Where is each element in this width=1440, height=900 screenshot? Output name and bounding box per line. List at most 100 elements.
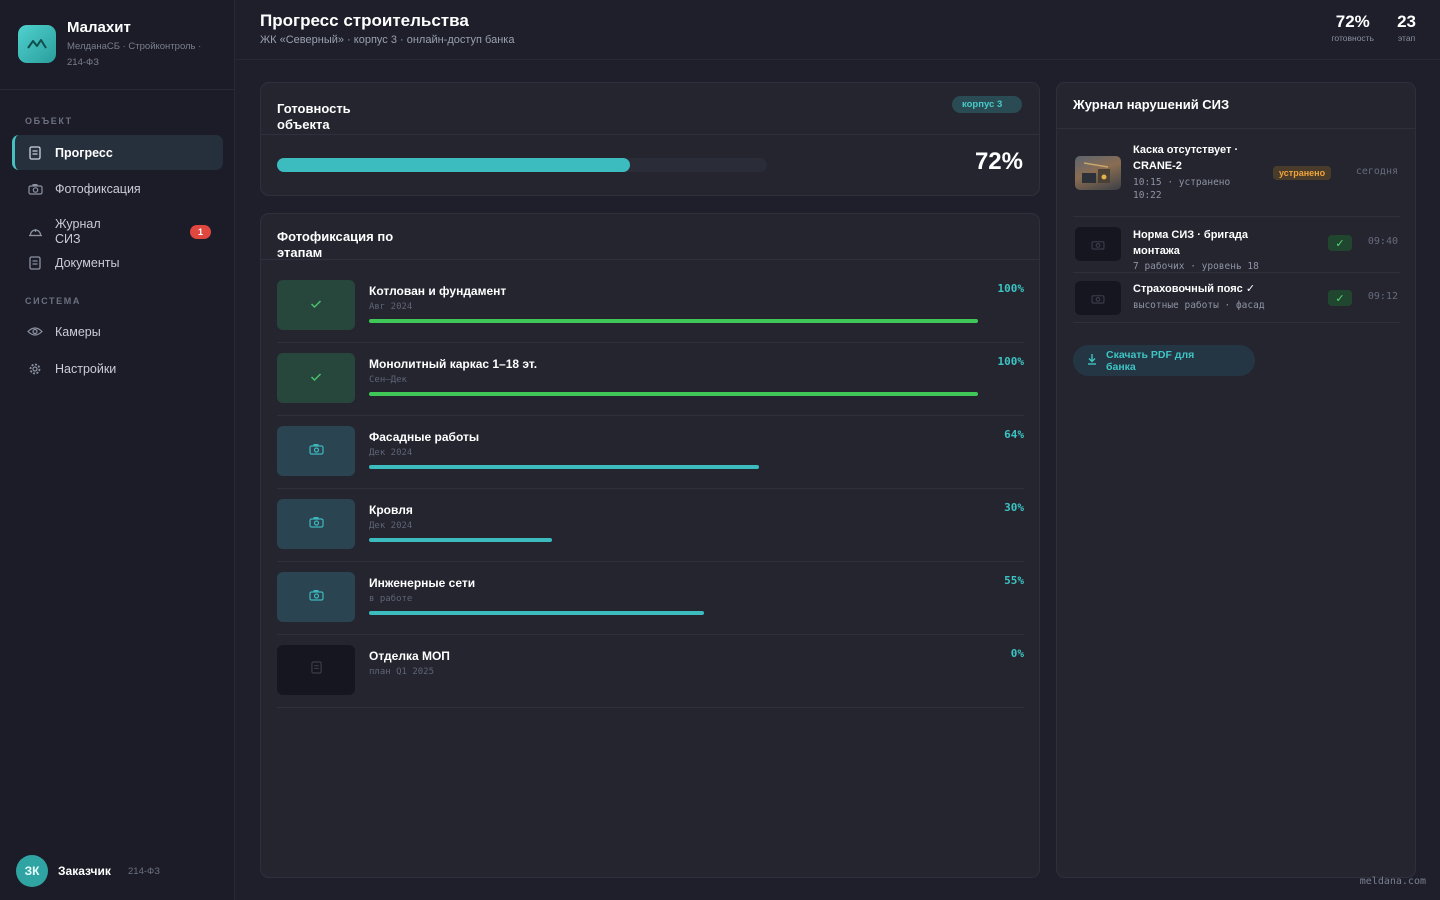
camera-icon	[308, 515, 324, 533]
stage-thumbnail	[277, 426, 355, 476]
stage-name: Инженерные сети	[369, 576, 476, 590]
stage-row[interactable]: Инженерные сети в работе 55%	[277, 562, 1024, 635]
stage-thumbnail	[277, 572, 355, 622]
sidebar-item-label: Прогресс	[55, 145, 113, 160]
stage-row[interactable]: Кровля Дек 2024 30%	[277, 489, 1024, 562]
stage-progress-fill	[369, 465, 759, 469]
document-icon	[27, 255, 43, 271]
stage-meta: Дек 2024	[369, 448, 413, 458]
stage-row[interactable]: Отделка МОП план Q1 2025 0%	[277, 635, 1024, 708]
readiness-progress-bar	[277, 158, 767, 172]
brand-subtitle: МелданаСБ · Стройконтроль · 214-ФЗ	[67, 41, 202, 68]
download-pdf-label: Скачать PDF для банка	[1106, 348, 1195, 373]
footer-watermark: meldana.com	[1359, 876, 1426, 887]
sidebar-item-settings[interactable]: Настройки	[12, 351, 223, 386]
sidebar-item-cameras[interactable]: Камеры	[12, 314, 223, 349]
sidebar-item-ppe-log[interactable]: Журнал СИЗ 1	[12, 214, 223, 249]
stage-name: Отделка МОП	[369, 649, 450, 663]
stat-value: 23	[1397, 12, 1416, 31]
stage-row[interactable]: Монолитный каркас 1–18 эт. Сен–Дек 100%	[277, 343, 1024, 416]
brand-name: Малахит	[67, 19, 131, 36]
stage-progress-bar	[369, 538, 978, 542]
user-name: Заказчик	[58, 864, 111, 878]
page-subtitle: ЖК «Северный» · корпус 3 · онлайн-доступ…	[260, 34, 515, 46]
eye-icon	[27, 324, 43, 340]
violation-time: 09:40	[1367, 236, 1398, 247]
stage-name: Монолитный каркас 1–18 эт.	[369, 357, 538, 371]
violation-meta: 7 рабочих · уровень 18	[1133, 261, 1259, 272]
stage-thumbnail	[277, 499, 355, 549]
violation-time: 09:12	[1367, 291, 1398, 302]
violation-meta: высотные работы · фасад	[1133, 300, 1265, 311]
violation-meta: 10:15 · устранено 10:22	[1133, 177, 1231, 201]
stage-percent: 55%	[1004, 574, 1024, 587]
sidebar-item-label: Камеры	[55, 324, 101, 339]
stage-meta: Сен–Дек	[369, 375, 407, 385]
building-chip[interactable]: корпус 3	[952, 96, 1022, 113]
violation-item[interactable]: Страховочный пояс ✓ высотные работы · фа…	[1073, 273, 1400, 323]
stage-row[interactable]: Котлован и фундамент Авг 2024 100%	[277, 270, 1024, 343]
camera-icon	[1075, 227, 1121, 261]
stage-percent: 0%	[1010, 647, 1024, 660]
camera-icon	[1075, 281, 1121, 315]
stage-thumbnail	[277, 280, 355, 330]
download-icon	[1087, 352, 1097, 370]
card-divider	[1057, 128, 1415, 129]
check-icon	[310, 369, 322, 387]
avatar: ЗК	[16, 855, 48, 887]
sidebar-item-label: Журнал СИЗ	[55, 216, 101, 246]
card-title: Фотофиксация по этапам	[277, 229, 394, 260]
download-pdf-button[interactable]: Скачать PDF для банка	[1073, 345, 1255, 376]
check-icon: ✓	[1328, 290, 1352, 306]
camera-icon	[27, 181, 43, 197]
stage-progress-fill	[369, 392, 978, 396]
gear-icon	[27, 361, 43, 377]
user-role: 214-ФЗ	[128, 866, 160, 877]
stage-progress-fill	[369, 319, 978, 323]
sidebar-item-progress[interactable]: Прогресс	[12, 135, 223, 170]
violation-title: Каска отсутствует · CRANE-2	[1133, 144, 1239, 172]
readiness-progress-fill	[277, 158, 630, 172]
stage-progress-bar	[369, 319, 978, 323]
sidebar-item-documents[interactable]: Документы	[12, 245, 223, 280]
readiness-percent: 72%	[974, 148, 1023, 175]
stage-thumbnail	[277, 645, 355, 695]
stat-value: 72%	[1335, 12, 1370, 31]
stage-thumbnail	[277, 353, 355, 403]
document-icon	[310, 661, 322, 679]
stage-meta: план Q1 2025	[369, 667, 435, 677]
sidebar-divider	[0, 89, 235, 90]
stage-meta: в работе	[369, 594, 413, 604]
violation-title: Норма СИЗ · бригада монтажа	[1133, 229, 1248, 257]
camera-icon	[308, 588, 324, 606]
stage-percent: 100%	[997, 355, 1025, 368]
page-header: Прогресс строительства ЖК «Северный» · к…	[235, 0, 1440, 60]
stage-name: Фасадные работы	[369, 430, 480, 444]
stage-row[interactable]: Фасадные работы Дек 2024 64%	[277, 416, 1024, 489]
stat-label: этап	[1397, 33, 1416, 43]
violation-item[interactable]: Норма СИЗ · бригада монтажа 7 рабочих · …	[1073, 217, 1400, 273]
user-profile[interactable]: ЗК Заказчик 214-ФЗ	[16, 855, 221, 887]
sidebar-item-photos[interactable]: Фотофиксация	[12, 171, 223, 206]
stage-name: Котлован и фундамент	[369, 284, 507, 298]
stage-progress-bar	[369, 611, 978, 615]
brand: Малахит МелданаСБ · Стройконтроль · 214-…	[18, 19, 223, 74]
stage-percent: 100%	[997, 282, 1025, 295]
stage-percent: 30%	[1004, 501, 1024, 514]
check-icon: ✓	[1328, 235, 1352, 251]
page-title: Прогресс строительства	[260, 11, 469, 30]
stat-readiness: 72% готовность	[1332, 12, 1375, 43]
card-divider	[261, 134, 1039, 135]
sidebar: Малахит МелданаСБ · Стройконтроль · 214-…	[0, 0, 235, 900]
stat-label: готовность	[1331, 33, 1375, 43]
card-title: Журнал нарушений СИЗ	[1073, 97, 1230, 112]
readiness-card: Готовность объекта корпус 3 72%	[260, 82, 1040, 196]
violations-card: Журнал нарушений СИЗ Каска отсутствует ·…	[1056, 82, 1416, 878]
sidebar-item-label: Фотофиксация	[55, 181, 141, 196]
violation-photo	[1075, 156, 1121, 190]
document-icon	[27, 145, 43, 161]
sidebar-item-label: Документы	[55, 255, 120, 270]
check-icon	[310, 296, 322, 314]
section-label-system: СИСТЕМА	[25, 296, 81, 306]
violation-item[interactable]: Каска отсутствует · CRANE-2 10:15 · устр…	[1073, 139, 1400, 217]
